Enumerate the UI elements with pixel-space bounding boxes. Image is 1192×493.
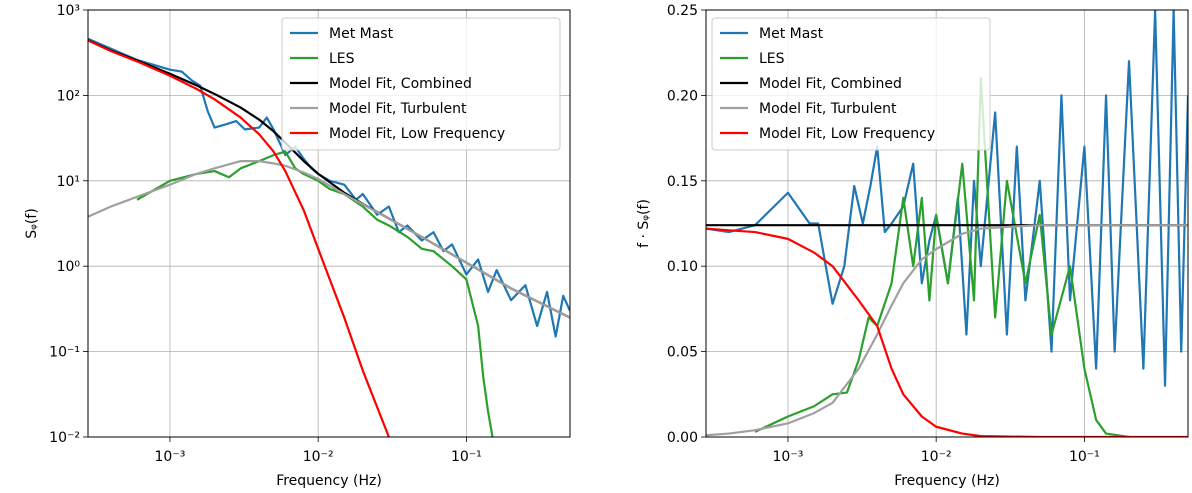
series-line [706,227,1188,437]
x-tick-label: 10⁻³ [773,449,804,465]
y-tick-label: 10⁻¹ [49,345,80,361]
series-line [706,10,1188,387]
y-axis-label: f · Sᵩ(f) [636,199,652,248]
x-axis-label: Frequency (Hz) [894,473,1000,489]
legend-box [711,17,991,151]
x-tick-label: 10⁻³ [155,449,186,465]
y-axis-label: Sᵩ(f) [24,208,40,239]
legend-label: Met Mast [759,26,824,42]
y-tick-label: 0.05 [667,345,698,361]
x-tick-label: 10⁻¹ [451,449,482,465]
y-tick-label: 10⁰ [57,259,81,275]
legend-label: Model Fit, Turbulent [759,101,897,117]
series-line [88,39,390,437]
legend-label: Model Fit, Turbulent [329,101,467,117]
series-line [706,224,1188,437]
series-line [88,37,570,338]
series-line [136,150,494,437]
legend-label: Model Fit, Low Frequency [759,126,935,142]
legend-label: LES [329,51,355,67]
plot-area [706,10,1188,437]
axes: 10⁻³ 10⁻² 10⁻¹ 10⁻² 10⁻¹ 10⁰ 10¹ 10² 10³ Frequenc… [24,3,571,489]
x-axis-label: Frequency (Hz) [276,473,382,489]
x-tick-label: 10⁻² [921,449,952,465]
axes-frame [87,9,571,438]
series-line [88,160,570,319]
legend: Met Mast LES Model Fit, Combined Model Fit,… [281,17,561,151]
legend-label: Model Fit, Combined [329,76,472,92]
legend-label: Model Fit, Low Frequency [329,126,505,142]
y-tick-label: 0.25 [667,3,698,19]
y-tick-label: 0.00 [667,430,698,446]
legend-label: Met Mast [329,26,394,42]
y-tick-label: 10³ [57,3,80,19]
y-tick-label: 0.20 [667,88,698,104]
axes-frame [705,9,1189,438]
y-tick-label: 10² [57,88,80,104]
y-tick-label: 10⁻² [49,430,80,446]
axes: 10⁻³ 10⁻² 10⁻¹ 0.00 0.05 0.10 0.15 0.20 0.25 Freq… [636,3,1189,489]
legend-label: Model Fit, Combined [759,76,902,92]
legend-box [281,17,561,151]
x-tick-label: 10⁻² [303,449,334,465]
x-tick-label: 10⁻¹ [1069,449,1100,465]
y-tick-label: 10¹ [57,174,80,190]
y-tick-label: 0.10 [667,259,698,275]
y-tick-label: 0.15 [667,174,698,190]
legend-label: LES [759,51,785,67]
legend: Met Mast LES Model Fit, Combined Model Fit,… [711,17,991,151]
